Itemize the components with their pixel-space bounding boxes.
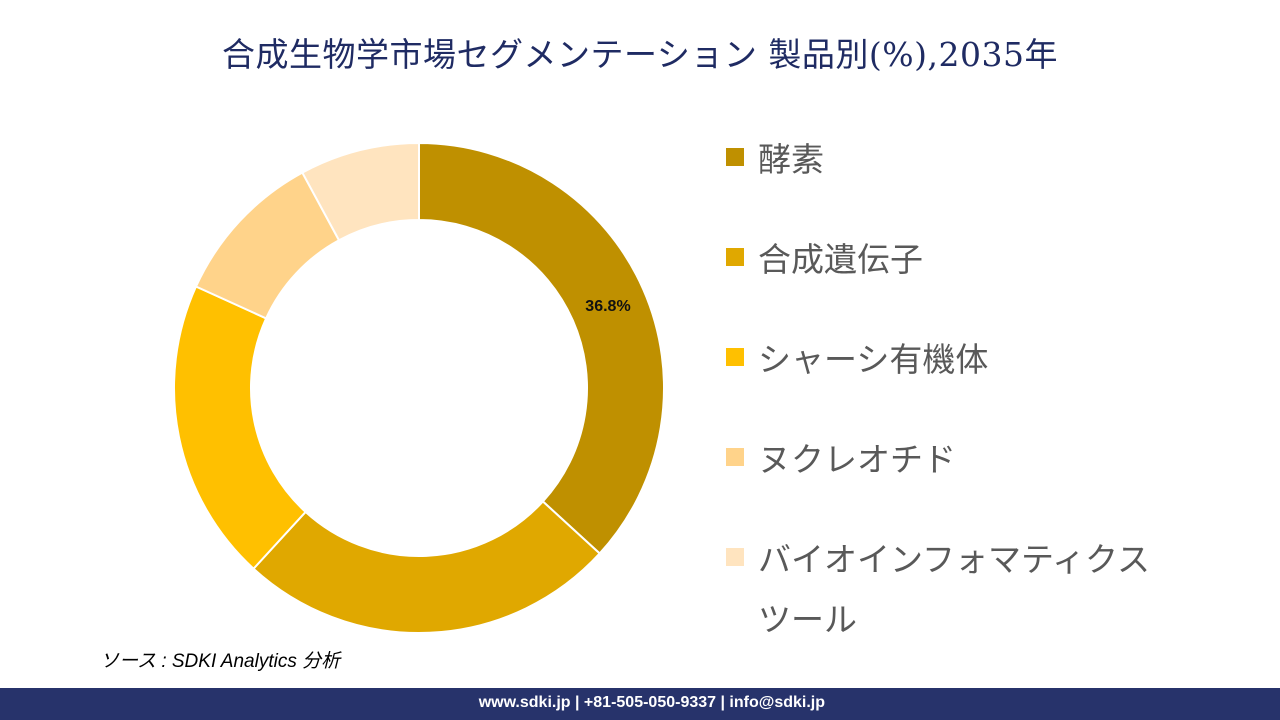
legend-swatch — [726, 248, 744, 266]
legend-swatch — [726, 448, 744, 466]
data-label: 36.8% — [585, 298, 630, 315]
legend-label: 合成遺伝子 — [758, 240, 923, 279]
footer-bar: www.sdki.jp | +81-505-050-9337 | info@sd… — [0, 688, 1280, 720]
legend-swatch — [726, 348, 744, 366]
donut-slice — [418, 141, 665, 555]
source-note: ソース : SDKI Analytics 分析 — [100, 651, 341, 672]
legend-swatch — [726, 548, 744, 566]
donut-slice — [173, 285, 307, 571]
donut-slice — [252, 500, 602, 634]
footer-contact: www.sdki.jp | +81-505-050-9337 | info@sd… — [478, 694, 825, 711]
legend-label: シャーシ有機体 — [758, 340, 989, 379]
legend: 酵素 合成遺伝子 シャーシ有機体 ヌクレオチド バイオインフォマティクスツール — [726, 130, 1246, 639]
donut-chart: 36.8% — [173, 141, 665, 634]
legend-item: 酵素 — [726, 130, 1246, 230]
legend-item: シャーシ有機体 — [726, 330, 1246, 430]
legend-label: 酵素 — [758, 140, 824, 179]
legend-item: ヌクレオチド — [726, 430, 1246, 530]
legend-item: 合成遺伝子 — [726, 230, 1246, 330]
legend-label: ヌクレオチド — [758, 440, 956, 479]
legend-label: バイオインフォマティクスツール — [758, 540, 1151, 639]
legend-item: バイオインフォマティクスツール — [726, 530, 1246, 639]
donut-slice — [300, 141, 420, 242]
legend-swatch — [726, 148, 744, 166]
chart-title: 合成生物学市場セグメンテーション 製品別(%),2035年 — [222, 35, 1058, 74]
